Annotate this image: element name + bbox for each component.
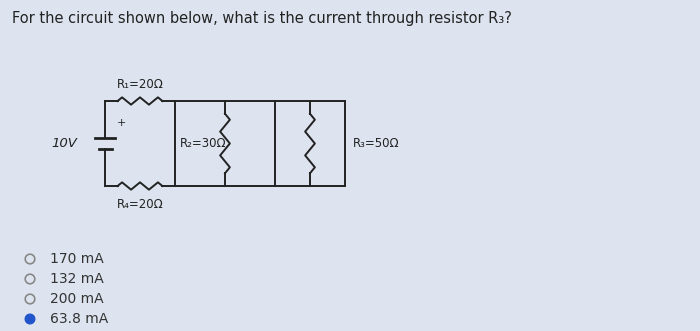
Text: 170 mA: 170 mA (50, 252, 104, 266)
Circle shape (25, 314, 35, 324)
Text: 200 mA: 200 mA (50, 292, 104, 306)
Text: +: + (116, 118, 126, 128)
Text: R₃=50Ω: R₃=50Ω (353, 137, 400, 150)
Text: 63.8 mA: 63.8 mA (50, 312, 108, 326)
Text: For the circuit shown below, what is the current through resistor R₃?: For the circuit shown below, what is the… (12, 11, 512, 26)
Text: 10V: 10V (51, 137, 77, 150)
Text: R₄=20Ω: R₄=20Ω (117, 198, 163, 211)
Text: 132 mA: 132 mA (50, 272, 104, 286)
Text: R₂=30Ω: R₂=30Ω (180, 137, 227, 150)
Text: R₁=20Ω: R₁=20Ω (117, 78, 163, 91)
